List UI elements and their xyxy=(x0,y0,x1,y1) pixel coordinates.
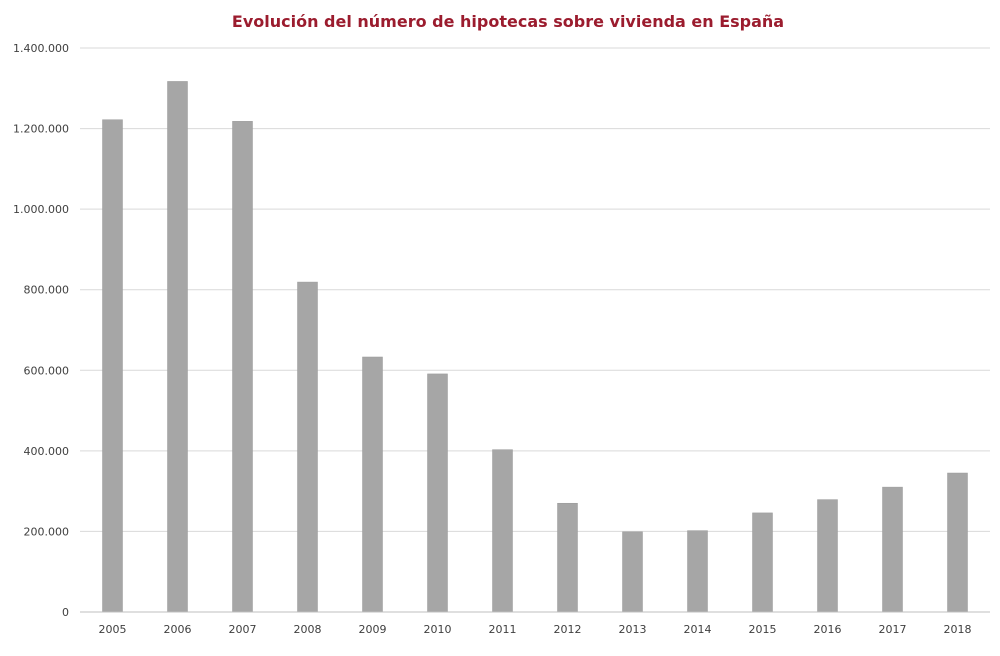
x-tick-label: 2007 xyxy=(229,623,257,636)
y-tick-label: 600.000 xyxy=(24,364,70,377)
bar-2010 xyxy=(427,373,448,613)
y-tick-label: 1.400.000 xyxy=(13,42,69,55)
x-tick-label: 2011 xyxy=(489,623,517,636)
x-tick-label: 2006 xyxy=(164,623,192,636)
y-tick-label: 1.000.000 xyxy=(13,203,69,216)
x-tick-label: 2005 xyxy=(99,623,127,636)
y-tick-label: 1.200.000 xyxy=(13,123,69,136)
x-tick-label: 2008 xyxy=(294,623,322,636)
bar-2015 xyxy=(752,512,773,613)
y-tick-label: 200.000 xyxy=(24,525,70,538)
x-tick-label: 2016 xyxy=(814,623,842,636)
bar-2005 xyxy=(102,119,123,613)
x-tick-label: 2010 xyxy=(424,623,452,636)
x-tick-label: 2013 xyxy=(619,623,647,636)
bar-2016 xyxy=(817,499,838,613)
y-tick-label: 400.000 xyxy=(24,445,70,458)
bar-2008 xyxy=(297,281,318,613)
bar-2011 xyxy=(492,449,513,613)
bar-2013 xyxy=(622,531,643,613)
bar-2014 xyxy=(687,530,708,613)
x-tick-label: 2012 xyxy=(554,623,582,636)
x-tick-label: 2009 xyxy=(359,623,387,636)
x-tick-label: 2014 xyxy=(684,623,712,636)
y-tick-label: 0 xyxy=(62,606,69,619)
bar-2012 xyxy=(557,502,578,613)
bar-2006 xyxy=(167,81,188,613)
y-tick-label: 800.000 xyxy=(24,284,70,297)
x-tick-label: 2018 xyxy=(944,623,972,636)
bar-2009 xyxy=(362,356,383,613)
x-tick-label: 2017 xyxy=(879,623,907,636)
x-tick-label: 2015 xyxy=(749,623,777,636)
axes: 0 200.000 400.000 600.000 800.000 1.000.000 1.… xyxy=(13,42,990,636)
bars xyxy=(102,81,968,613)
gridlines xyxy=(80,47,990,532)
bar-2017 xyxy=(882,486,903,613)
chart-title: Evolución del número de hipotecas sobre … xyxy=(231,12,785,31)
bar-2007 xyxy=(232,121,253,613)
bar-2018 xyxy=(947,472,968,613)
